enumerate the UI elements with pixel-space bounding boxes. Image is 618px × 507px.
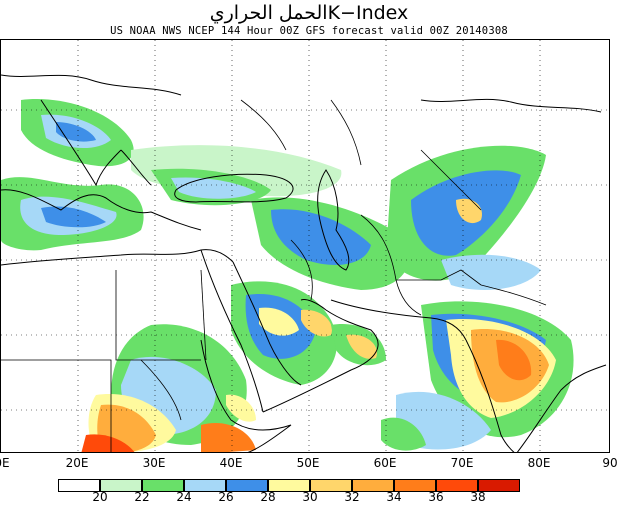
legend-swatch [184, 479, 226, 492]
legend-swatch [58, 479, 100, 492]
field-darkblue-balkans [56, 122, 96, 142]
legend-swatch [352, 479, 394, 492]
legend-label: 38 [470, 490, 486, 504]
field-darkblue-med [41, 206, 106, 228]
coastlines [1, 74, 607, 452]
lon-label-20e: 20E [65, 456, 89, 470]
field-yellow-gulf [301, 309, 332, 337]
field-blue-turkey [171, 177, 256, 199]
legend-swatch [310, 479, 352, 492]
legend-swatch [436, 479, 478, 492]
k-index-map [1, 40, 609, 452]
lon-label-40e: 40E [219, 456, 243, 470]
legend-label: 26 [218, 490, 234, 504]
lon-label-30e: 30E [142, 456, 166, 470]
map-area [0, 39, 610, 453]
title-main: K−Index [327, 2, 409, 24]
borders [1, 99, 547, 452]
legend-swatch [268, 479, 310, 492]
field-yellow-horn [226, 394, 256, 422]
map-subtitle: US NOAA NWS NCEP 144 Hour 00Z GFS foreca… [110, 25, 508, 37]
legend-label: 22 [134, 490, 150, 504]
lon-label-90: 90 [602, 456, 618, 470]
field-yellow-arabia [259, 307, 299, 336]
legend-swatch [142, 479, 184, 492]
field-green-himalaya [441, 254, 541, 290]
legend-label: 32 [344, 490, 360, 504]
legend-label: 28 [260, 490, 276, 504]
lon-label-0e: 0E [0, 456, 10, 470]
lon-label-80e: 80E [527, 456, 551, 470]
lon-label-60e: 60E [373, 456, 397, 470]
k-index-fields [1, 99, 574, 452]
legend-label: 30 [302, 490, 318, 504]
legend-label: 36 [428, 490, 444, 504]
legend-swatch [394, 479, 436, 492]
field-darkorange-india [496, 339, 532, 381]
legend-swatch [478, 479, 520, 492]
field-blue-iran [271, 209, 371, 265]
field-yellow-oman [346, 334, 377, 359]
legend-swatch [100, 479, 142, 492]
lon-label-70e: 70E [450, 456, 474, 470]
legend-swatch [226, 479, 268, 492]
map-title: الحمل الحراريK−Index [0, 2, 618, 24]
field-red-africa [81, 434, 135, 452]
lon-label-50e: 50E [296, 456, 320, 470]
legend-label: 24 [176, 490, 192, 504]
legend-label: 20 [92, 490, 108, 504]
title-arabic: الحمل الحراري [209, 2, 328, 24]
field-green-ocean [381, 417, 426, 451]
field-orange-horn [201, 423, 256, 452]
legend-label: 34 [386, 490, 402, 504]
